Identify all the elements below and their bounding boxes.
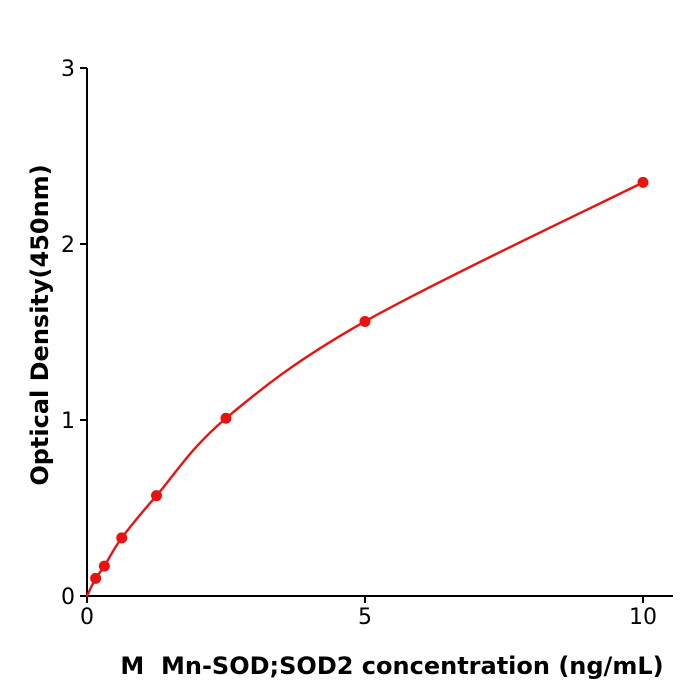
data-point <box>116 532 128 544</box>
data-point <box>220 412 232 424</box>
data-point <box>151 490 162 502</box>
x-tick-label: 5 <box>358 605 372 630</box>
y-tick-label: 2 <box>61 233 75 258</box>
axes-layer: 0 5 10 0 1 2 3 <box>61 57 674 630</box>
data-point <box>637 176 649 188</box>
fitted-curve <box>85 181 645 598</box>
data-point <box>90 572 102 584</box>
x-tick-label: 0 <box>80 605 94 630</box>
series-layer <box>85 176 649 598</box>
data-point <box>98 560 110 572</box>
x-axis-title: M Mn-SOD;SOD2 concentration (ng/mL) <box>120 652 664 680</box>
x-tick-label: 10 <box>629 605 657 630</box>
y-tick-label: 1 <box>61 409 75 434</box>
y-tick-label: 3 <box>61 57 75 82</box>
y-tick-label: 0 <box>61 585 75 610</box>
y-axis-title: Optical Density(450nm) <box>26 164 54 486</box>
data-point <box>359 315 371 327</box>
